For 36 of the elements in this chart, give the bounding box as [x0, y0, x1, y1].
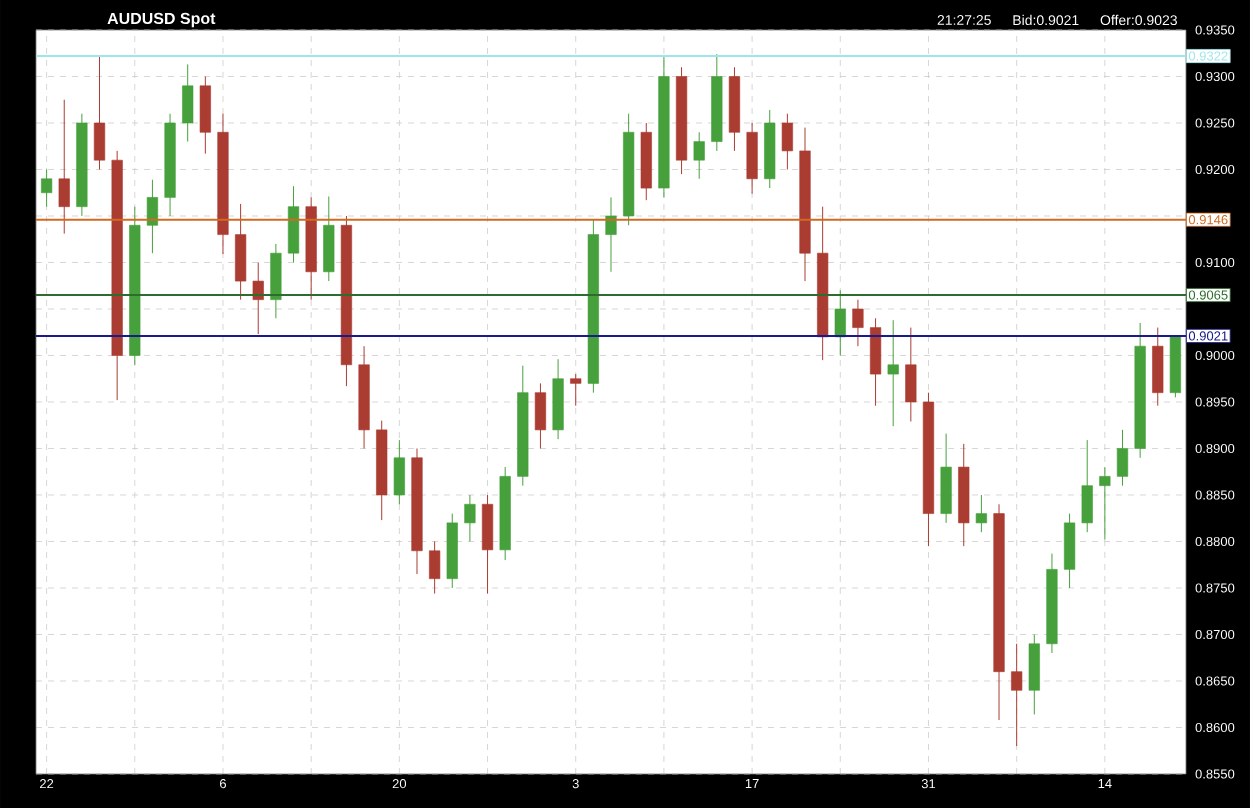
candlestick — [182, 63, 194, 143]
candlestick — [1063, 513, 1076, 589]
candlestick — [869, 317, 882, 407]
candlestick — [693, 131, 705, 180]
candlestick — [323, 195, 335, 282]
candlestick — [940, 433, 952, 524]
candlestick — [1081, 439, 1093, 533]
candlestick — [746, 122, 758, 195]
candlestick — [393, 439, 405, 505]
candlestick — [93, 55, 106, 170]
candlestick — [464, 494, 476, 542]
candlestick — [1116, 429, 1129, 487]
candlestick — [41, 168, 53, 208]
candlestick — [252, 261, 264, 335]
candlestick — [146, 179, 159, 254]
candlestick — [1028, 633, 1040, 715]
candlestick — [199, 75, 211, 155]
candlestick — [852, 299, 864, 347]
candlestick — [270, 243, 282, 319]
candlestick — [781, 113, 793, 170]
candlestick — [1152, 327, 1164, 407]
candlestick — [887, 319, 899, 427]
candlestick — [834, 289, 846, 356]
candlestick — [58, 99, 70, 235]
candlestick — [975, 494, 987, 533]
candlestick — [570, 373, 582, 407]
candlestick — [1099, 466, 1111, 541]
candlestick — [1011, 643, 1023, 747]
candlestick — [534, 382, 547, 449]
candlestick — [605, 196, 617, 273]
candlestick — [235, 203, 247, 301]
candlestick — [481, 494, 494, 595]
candlestick — [287, 185, 300, 263]
candlestick — [905, 327, 917, 423]
candlestick — [429, 540, 441, 595]
chart-title: AUDUSD Spot — [107, 12, 216, 28]
